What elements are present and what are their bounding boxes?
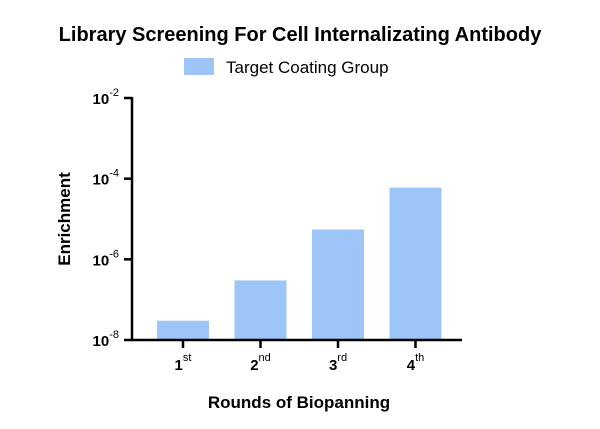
legend-swatch [184, 58, 214, 75]
x-tick-label: 3rd [329, 352, 347, 374]
y-tick-label: 10-6 [93, 248, 119, 269]
legend: Target Coating Group [184, 58, 389, 77]
x-axis-ticks: 1st 2nd 3rd 4th [175, 340, 425, 374]
y-axis-label: Enrichment [55, 172, 74, 266]
bar [389, 187, 442, 340]
y-tick-label: 10-4 [93, 168, 119, 189]
bar [157, 320, 209, 340]
bar [234, 280, 287, 340]
x-tick-label: 4th [407, 352, 425, 374]
bar [312, 229, 364, 340]
y-tick-label: 10-8 [93, 329, 119, 350]
x-tick-label: 1st [175, 352, 192, 374]
y-tick-label: 10-2 [93, 87, 119, 108]
chart-title: Library Screening For Cell Internalizati… [59, 24, 543, 46]
x-axis-label: Rounds of Biopanning [208, 393, 390, 412]
bars [157, 187, 442, 340]
legend-label: Target Coating Group [226, 58, 389, 77]
x-tick-label: 2nd [250, 352, 271, 374]
y-axis-ticks: 10-8 10-6 10-4 10-2 [93, 87, 132, 350]
